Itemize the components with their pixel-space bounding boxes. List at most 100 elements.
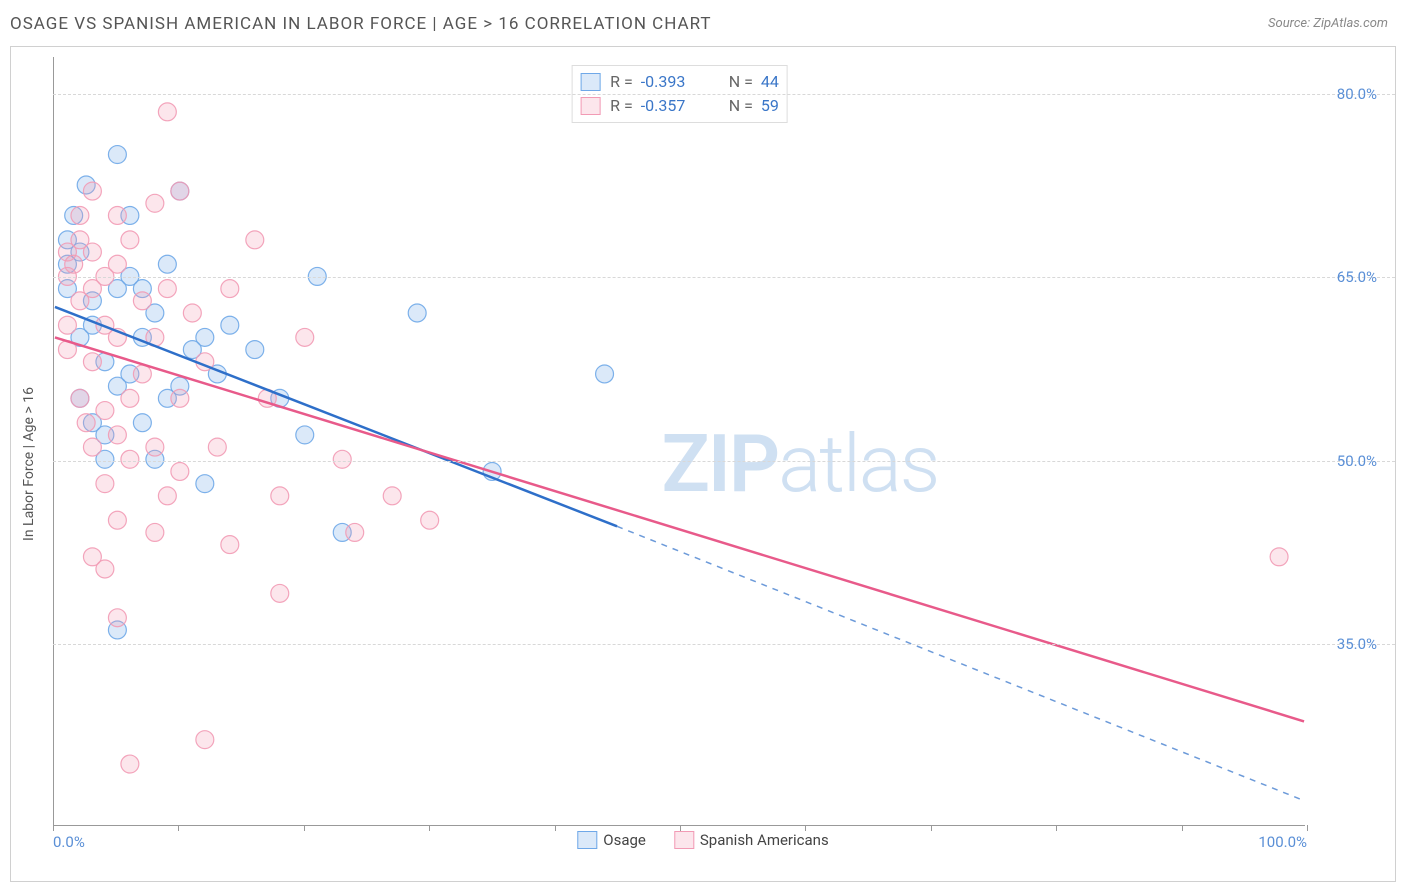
data-point: [208, 438, 226, 456]
data-point: [83, 182, 101, 200]
legend-row: R = -0.357 N = 59: [580, 94, 779, 118]
data-point: [171, 389, 189, 407]
data-point: [121, 231, 139, 249]
plot-area: R = -0.393 N = 44 R = -0.357 N = 59: [53, 57, 1305, 826]
data-point: [121, 389, 139, 407]
y-tick-label: 50.0%: [1337, 452, 1377, 470]
legend-row: R = -0.393 N = 44: [580, 70, 779, 94]
legend-swatch: [580, 73, 600, 91]
data-point: [96, 402, 114, 420]
data-point: [346, 523, 364, 541]
x-tick: [555, 825, 556, 831]
legend-r-label: R =: [610, 70, 633, 94]
gridline-h: [53, 277, 1395, 278]
chart-title: OSAGE VS SPANISH AMERICAN IN LABOR FORCE…: [10, 14, 712, 34]
data-point: [83, 438, 101, 456]
data-point: [246, 231, 264, 249]
data-point: [71, 389, 89, 407]
gridline-h: [53, 644, 1395, 645]
legend-n-value: 44: [761, 70, 779, 94]
data-point: [146, 194, 164, 212]
data-point: [65, 255, 83, 273]
data-point: [83, 243, 101, 261]
legend-swatch: [674, 831, 694, 849]
chart-container: In Labor Force | Age > 16 ZIPatlas R =-0…: [10, 46, 1396, 882]
x-tick-label: 0.0%: [53, 833, 85, 851]
data-point: [133, 414, 151, 432]
data-point: [183, 304, 201, 322]
x-tick: [1307, 825, 1308, 831]
data-point: [71, 207, 89, 225]
legend-swatch: [577, 831, 597, 849]
data-point: [333, 450, 351, 468]
x-tick: [680, 825, 681, 831]
legend-item: Spanish Americans: [674, 831, 829, 849]
data-point: [421, 511, 439, 529]
data-point: [171, 182, 189, 200]
data-point: [121, 450, 139, 468]
source-label: Source: ZipAtlas.com: [1268, 16, 1388, 31]
data-point: [1270, 548, 1288, 566]
legend-n-value: 59: [761, 94, 779, 118]
data-point: [221, 536, 239, 554]
data-point: [133, 292, 151, 310]
data-point: [221, 280, 239, 298]
data-point: [146, 438, 164, 456]
data-point: [158, 487, 176, 505]
x-tick: [931, 825, 932, 831]
data-point: [108, 511, 126, 529]
scatter-svg: [54, 57, 1305, 825]
data-point: [108, 255, 126, 273]
y-tick-label: 65.0%: [1337, 268, 1377, 286]
series-legend: Osage Spanish Americans: [577, 831, 828, 849]
legend-n-label: N =: [729, 70, 753, 94]
legend-series-name: Osage: [603, 831, 646, 849]
data-point: [108, 207, 126, 225]
legend-r-label: R =: [610, 94, 633, 118]
x-tick: [1056, 825, 1057, 831]
data-point: [196, 475, 214, 493]
x-tick: [304, 825, 305, 831]
data-point: [121, 755, 139, 773]
data-point: [108, 426, 126, 444]
x-tick-label: 100.0%: [1258, 833, 1307, 851]
data-point: [408, 304, 426, 322]
data-point: [158, 103, 176, 121]
x-tick: [178, 825, 179, 831]
data-point: [596, 365, 614, 383]
x-tick: [429, 825, 430, 831]
legend-series-name: Spanish Americans: [700, 831, 829, 849]
regression-extrapolation: [617, 526, 1304, 800]
data-point: [246, 341, 264, 359]
data-point: [196, 328, 214, 346]
y-tick-label: 35.0%: [1337, 635, 1377, 653]
data-point: [108, 609, 126, 627]
data-point: [296, 426, 314, 444]
data-point: [77, 414, 95, 432]
y-tick-label: 80.0%: [1337, 85, 1377, 103]
data-point: [133, 365, 151, 383]
x-tick: [805, 825, 806, 831]
data-point: [296, 328, 314, 346]
data-point: [221, 316, 239, 334]
x-tick: [1182, 825, 1183, 831]
gridline-h: [53, 461, 1395, 462]
data-point: [96, 475, 114, 493]
data-point: [158, 280, 176, 298]
data-point: [383, 487, 401, 505]
data-point: [196, 731, 214, 749]
legend-swatch: [580, 97, 600, 115]
data-point: [158, 255, 176, 273]
legend-r-value: -0.357: [641, 94, 711, 118]
data-point: [96, 560, 114, 578]
data-point: [58, 316, 76, 334]
x-tick: [53, 825, 54, 831]
legend-n-label: N =: [729, 94, 753, 118]
legend-r-value: -0.393: [641, 70, 711, 94]
gridline-h: [53, 94, 1395, 95]
y-axis-label: In Labor Force | Age > 16: [21, 387, 37, 541]
data-point: [146, 523, 164, 541]
legend-item: Osage: [577, 831, 646, 849]
data-point: [271, 584, 289, 602]
data-point: [108, 146, 126, 164]
